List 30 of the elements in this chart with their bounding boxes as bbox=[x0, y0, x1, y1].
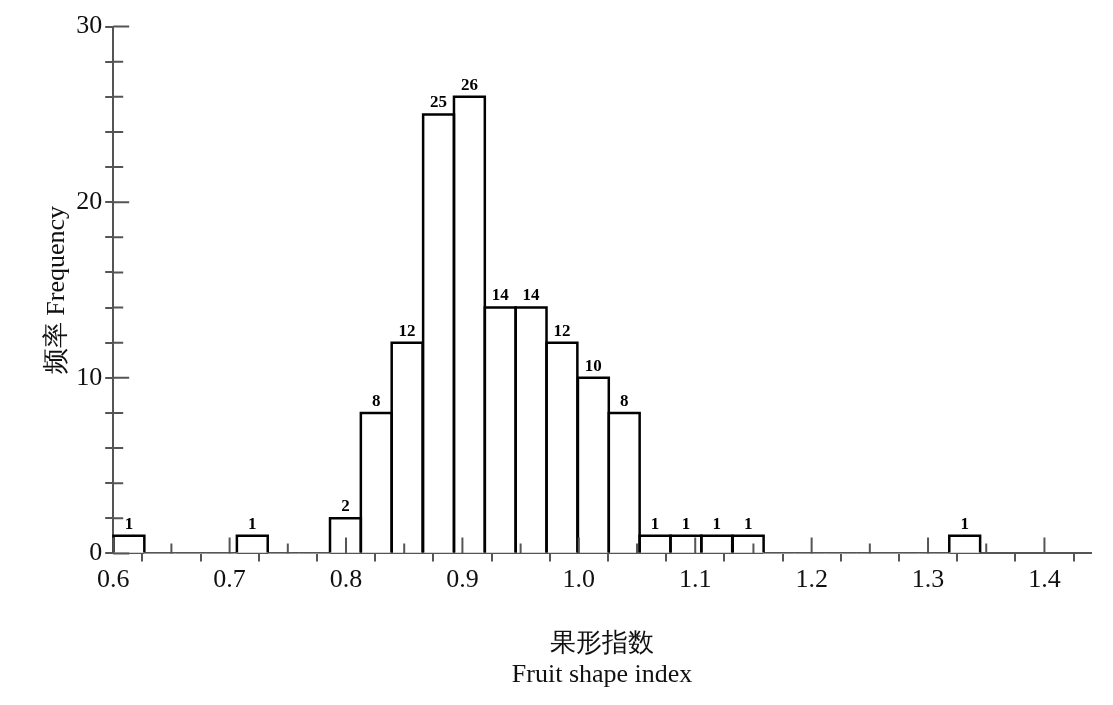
data-label: 1 bbox=[743, 513, 753, 533]
data-label: 1 bbox=[712, 513, 722, 533]
data-label: 25 bbox=[430, 92, 448, 112]
data-label: 14 bbox=[491, 285, 510, 305]
data-label: 1 bbox=[681, 513, 691, 533]
x-tick-label: 0.8 bbox=[329, 563, 363, 593]
x-tick-label: 1.1 bbox=[678, 563, 712, 593]
data-label: 26 bbox=[460, 74, 478, 94]
data-label: 8 bbox=[372, 390, 381, 410]
data-label: 10 bbox=[584, 355, 602, 375]
y-tick-label: 30 bbox=[76, 10, 103, 40]
data-label: 2 bbox=[341, 496, 350, 516]
data-label: 1 bbox=[960, 513, 969, 533]
data-label: 1 bbox=[650, 513, 660, 533]
x-tick-label: 1.3 bbox=[911, 563, 945, 593]
data-label: 12 bbox=[398, 320, 416, 340]
data-label: 14 bbox=[522, 285, 541, 305]
x-tick-label: 0.7 bbox=[213, 563, 246, 593]
x-tick-label: 0.9 bbox=[446, 563, 479, 593]
data-label: 12 bbox=[553, 320, 571, 340]
y-tick-label: 10 bbox=[76, 361, 103, 391]
y-tick-label: 20 bbox=[76, 186, 103, 216]
data-label: 1 bbox=[124, 513, 134, 533]
x-axis-title: 果形指数 Fruit shape index bbox=[511, 628, 693, 689]
x-tick-label: 1.4 bbox=[1028, 563, 1061, 593]
y-axis-title: 频率 Frequency bbox=[41, 205, 71, 375]
data-label: 1 bbox=[248, 513, 257, 533]
x-tick-label: 1.0 bbox=[562, 563, 596, 593]
data-label: 8 bbox=[619, 390, 629, 410]
x-tick-label: 1.2 bbox=[795, 563, 828, 593]
